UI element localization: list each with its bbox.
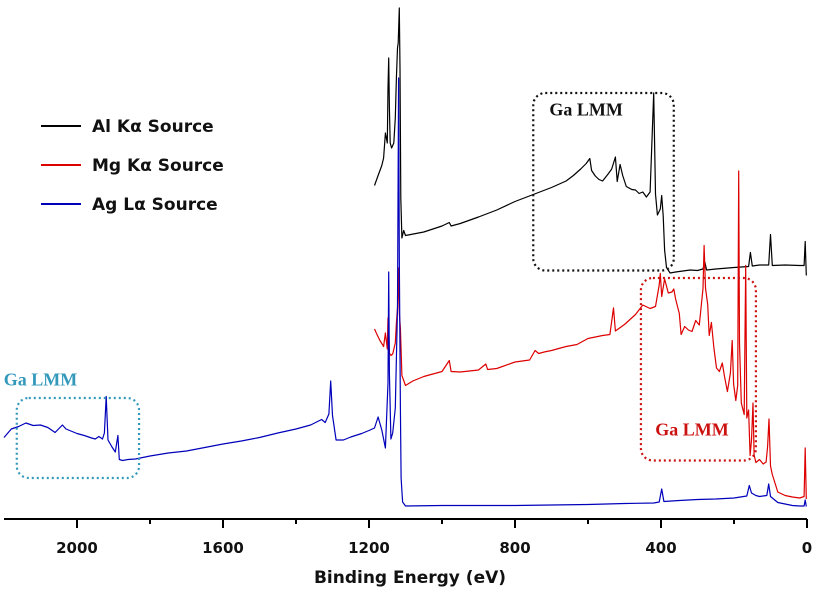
series-line-0 <box>373 7 807 276</box>
annotation-label-2: Ga LMM <box>4 370 78 390</box>
x-tick-label: 800 <box>499 539 530 557</box>
x-axis-title: Binding Energy (eV) <box>314 568 506 588</box>
series-line-2 <box>3 77 807 507</box>
annotation-box-1 <box>639 276 757 462</box>
annotation-box-2 <box>15 396 141 480</box>
annotation-label-1: Ga LMM <box>655 420 729 440</box>
x-tick-label: 1200 <box>348 539 390 557</box>
series-line-1 <box>373 170 807 500</box>
legend-label-1: Mg Kα Source <box>92 156 224 176</box>
annotation-label-0: Ga LMM <box>549 100 623 120</box>
annotation-layer: Ga LMM Ga LMM Ga LMM <box>4 91 757 480</box>
x-tick-label: 0 <box>802 539 812 557</box>
series-layer <box>3 7 807 507</box>
legend-label-0: Al Kα Source <box>92 117 214 137</box>
x-tick-layer: 2000 1600 1200 800 400 0 <box>56 519 812 557</box>
x-tick-label: 1600 <box>202 539 244 557</box>
x-tick-label: 2000 <box>56 539 98 557</box>
legend: Al Kα Source Mg Kα Source Ag Lα Source <box>41 117 224 215</box>
x-tick-label: 400 <box>645 539 676 557</box>
annotation-box-0 <box>532 91 675 272</box>
legend-label-2: Ag Lα Source <box>92 195 218 215</box>
